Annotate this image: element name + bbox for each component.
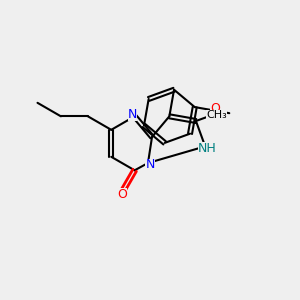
Text: CH₃: CH₃: [206, 110, 227, 119]
Text: N: N: [145, 158, 155, 172]
Text: NH: NH: [198, 142, 217, 155]
Text: O: O: [210, 102, 220, 115]
Text: N: N: [128, 108, 137, 121]
Text: O: O: [117, 188, 127, 201]
